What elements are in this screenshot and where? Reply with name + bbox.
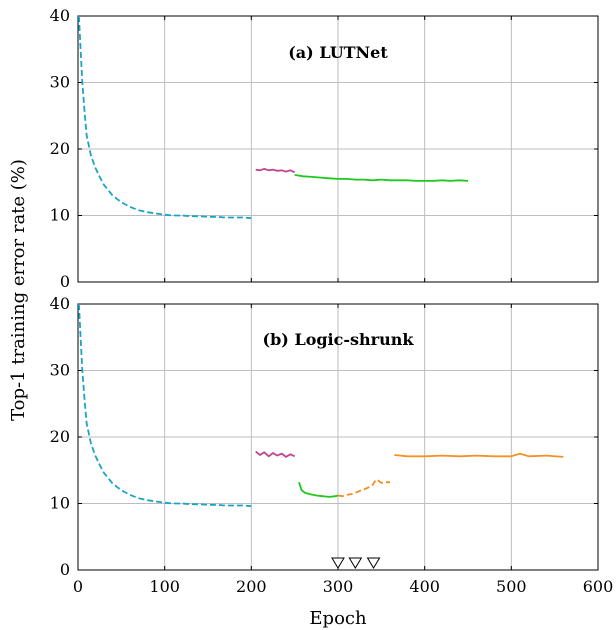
x-tick-label: 300: [323, 577, 354, 596]
y-tick-label: 20: [50, 139, 70, 158]
epoch-marker: [366, 557, 381, 569]
y-tick-label: 10: [50, 494, 70, 513]
panel-title: (a) LUTNet: [288, 43, 388, 62]
x-tick-label: 400: [409, 577, 440, 596]
series-line-1: [255, 167, 296, 174]
series-line-1: [255, 450, 296, 458]
x-tick-label: 200: [236, 577, 267, 596]
x-tick-label: 0: [73, 577, 83, 596]
epoch-marker: [348, 557, 363, 569]
x-tick-label: 600: [583, 577, 614, 596]
series-line-4: [394, 452, 564, 458]
series-line-2: [294, 174, 469, 182]
x-tick-label: 100: [149, 577, 180, 596]
y-tick-label: 30: [50, 361, 70, 380]
y-tick-label: 40: [50, 294, 70, 313]
y-tick-label: 0: [60, 560, 70, 579]
series-line-2: [298, 481, 339, 498]
y-tick-label: 10: [50, 206, 70, 225]
panel-title: (b) Logic-shrunk: [263, 330, 415, 349]
y-tick-label: 0: [60, 272, 70, 291]
y-tick-label: 40: [50, 6, 70, 25]
y-axis-label: Top-1 training error rate (%): [8, 159, 29, 421]
series-line-3: [337, 478, 390, 498]
series-line-0: [78, 303, 252, 508]
y-tick-label: 20: [50, 427, 70, 446]
x-tick-label: 500: [496, 577, 527, 596]
epoch-marker: [331, 557, 345, 569]
y-tick-label: 30: [50, 73, 70, 92]
x-axis-label: Epoch: [309, 608, 367, 629]
series-line-0: [78, 15, 252, 220]
